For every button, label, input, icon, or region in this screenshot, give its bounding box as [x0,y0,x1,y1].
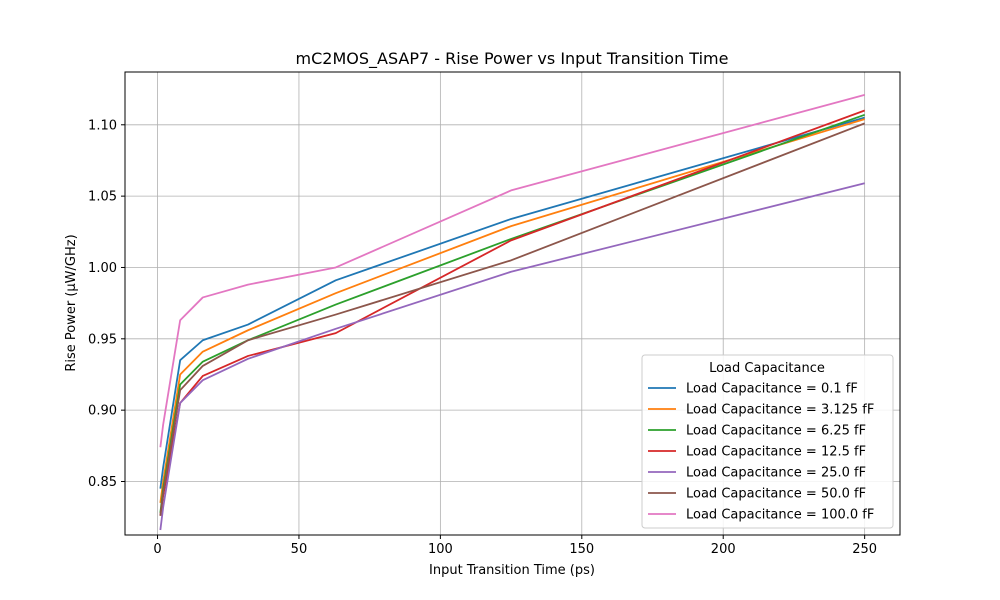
series-lines [159,93,865,531]
series-line-1 [159,116,865,489]
legend-label-4: Load Capacitance = 12.5 fF [686,445,866,460]
y-tick-label: 1.10 [88,118,117,133]
x-tick-label: 200 [711,542,736,557]
y-tick-label: 0.85 [88,475,117,490]
x-tick-label: 100 [428,542,453,557]
x-tick-label: 50 [291,542,308,557]
y-tick-label: 1.05 [88,190,117,205]
y-tick-label: 1.00 [88,261,117,276]
legend: Load Capacitance Load Capacitance = 0.1 … [641,354,894,529]
legend-title: Load Capacitance [709,361,825,376]
legend-label-7: Load Capacitance = 100.0 fF [686,508,874,523]
chart-title: mC2MOS_ASAP7 - Rise Power vs Input Trans… [296,49,729,69]
legend-box [641,354,894,529]
grid [125,72,900,535]
x-tick-label: 0 [153,542,161,557]
legend-label-6: Load Capacitance = 50.0 fF [686,487,866,502]
x-axis-title: Input Transition Time (ps) [429,563,595,578]
y-tick-label: 0.95 [88,332,117,347]
series-line-5 [159,182,865,531]
legend-items: Load Capacitance = 0.1 fF Load Capacitanc… [648,382,874,523]
plot-frame [124,71,901,536]
series-line-6 [159,122,865,516]
y-tick-label: 0.90 [88,404,117,419]
series-line-7 [159,93,865,448]
y-axis-title: Rise Power (µW/GHz) [64,234,79,371]
x-tick-label: 150 [569,542,594,557]
legend-label-3: Load Capacitance = 6.25 fF [686,424,866,439]
legend-label-2: Load Capacitance = 3.125 fF [686,403,874,418]
legend-label-1: Load Capacitance = 0.1 fF [686,382,858,397]
series-line-2 [159,118,865,504]
axis-ticks: 0 50 100 150 200 250 0.85 0.90 0.95 1.00 1.05 1.10 [88,118,877,557]
legend-label-5: Load Capacitance = 25.0 fF [686,466,866,481]
x-tick-label: 250 [852,542,877,557]
